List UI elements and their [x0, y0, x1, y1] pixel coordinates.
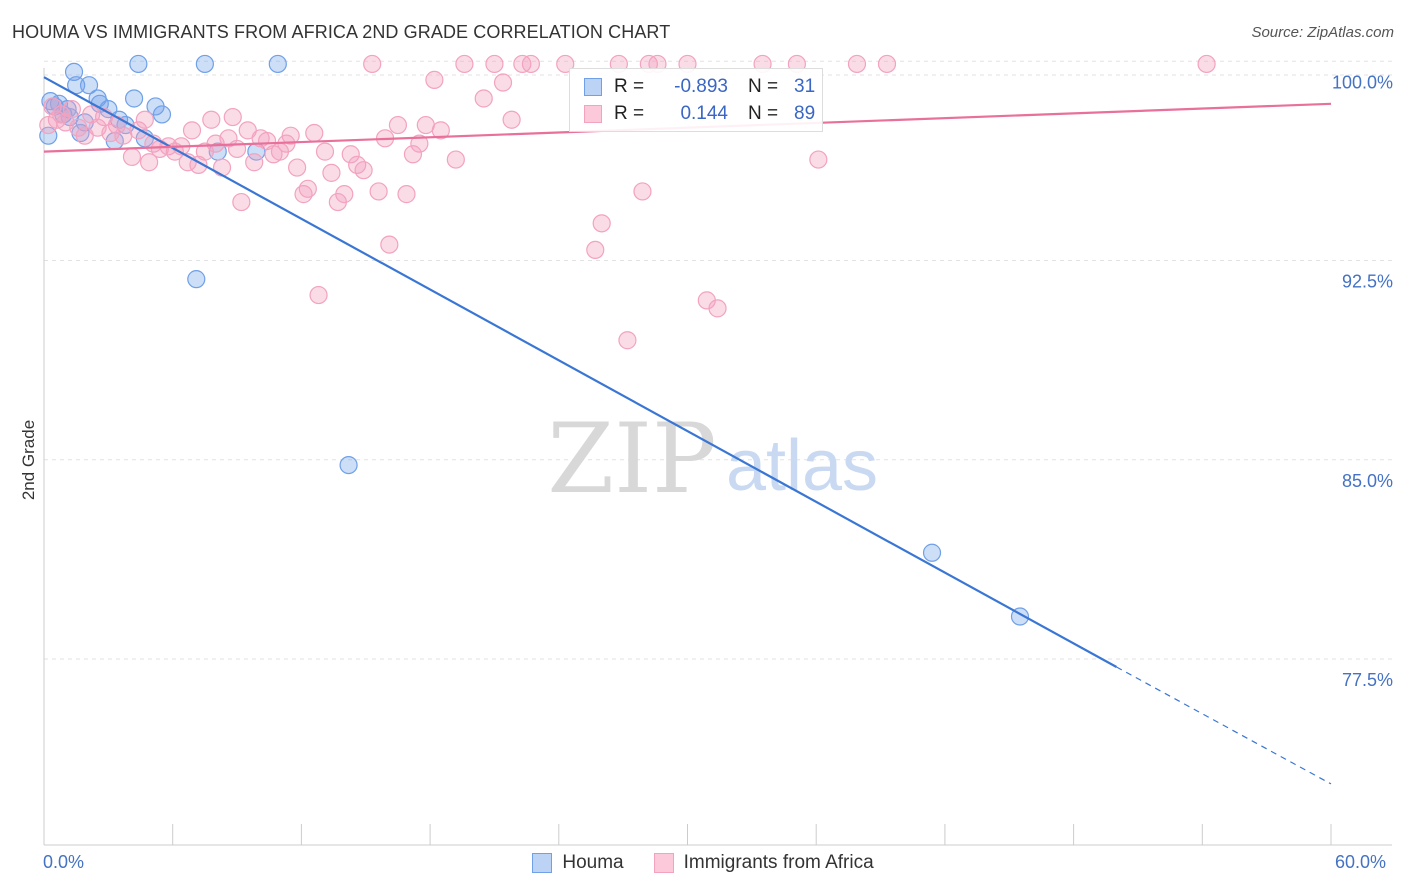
- series-legend-africa: Immigrants from Africa: [653, 852, 874, 874]
- x-tick-label-max: 60.0%: [1335, 852, 1387, 872]
- houma-point-16: [129, 54, 148, 74]
- africa-point-67: [474, 89, 493, 108]
- africa-point-69: [493, 73, 513, 92]
- africa-point-44: [298, 179, 317, 198]
- africa-point-29: [212, 158, 232, 177]
- africa-point-14: [122, 147, 142, 167]
- africa-point-61: [410, 134, 429, 153]
- africa-point-83: [708, 299, 727, 318]
- africa-point-57: [380, 235, 399, 254]
- africa-point-33: [232, 192, 251, 212]
- africa-point-88: [877, 54, 897, 74]
- africa-point-24: [182, 121, 202, 140]
- trend-lines: [43, 76, 1332, 785]
- africa-point-46: [309, 285, 328, 305]
- axes: [43, 68, 1392, 846]
- chart-source: Source: ZipAtlas.com: [1251, 24, 1394, 41]
- africa-point-35: [245, 153, 264, 172]
- africa-point-89: [1197, 54, 1216, 74]
- africa-point-50: [335, 185, 354, 204]
- africa-point-64: [431, 121, 450, 140]
- houma-point-5: [64, 62, 84, 82]
- africa-point-5: [62, 100, 81, 119]
- y-tick-label-2: 85.0%: [1342, 471, 1393, 491]
- legend-swatch-houma: [584, 78, 602, 96]
- africa-point-55: [369, 182, 388, 201]
- africa-point-32: [227, 139, 247, 159]
- houma-point-15: [124, 89, 144, 108]
- africa-point-42: [288, 158, 307, 177]
- africa-point-78: [633, 182, 652, 201]
- africa-point-58: [388, 115, 408, 135]
- watermark: ZIP atlas: [547, 403, 878, 515]
- houma-point-9: [79, 76, 99, 95]
- legend-r-value-houma: -0.893: [674, 76, 728, 97]
- africa-point-75: [592, 214, 611, 233]
- africa-point-68: [485, 54, 504, 74]
- correlation-legend: R = -0.893 N = 31 R = 0.144 N = 89: [569, 68, 823, 132]
- series-name-houma: Houma: [562, 852, 624, 873]
- legend-swatch-africa: [584, 105, 602, 123]
- legend-n-value-africa: 89: [794, 103, 816, 124]
- houma-point-26: [922, 543, 942, 562]
- africa-point-77: [618, 331, 637, 350]
- legend-n-value-houma: 31: [794, 76, 816, 97]
- gridlines: [44, 60, 1392, 660]
- africa-point-65: [446, 150, 465, 169]
- africa-point-16: [135, 110, 154, 129]
- chart-title: HOUMA VS IMMIGRANTS FROM AFRICA 2ND GRAD…: [12, 22, 671, 42]
- africa-point-60: [403, 145, 423, 164]
- africa-point-63: [425, 70, 444, 89]
- africa-point-66: [455, 54, 474, 74]
- legend-row-houma: R = -0.893 N = 31: [584, 74, 815, 100]
- africa-point-51: [341, 145, 360, 164]
- africa-point-72: [521, 54, 541, 74]
- legend-n-label: N =: [748, 76, 779, 97]
- africa-point-27: [202, 110, 221, 129]
- x-tick-label-min: 0.0%: [43, 852, 85, 872]
- houma-point-24: [268, 54, 287, 74]
- legend-row-africa: R = 0.144 N = 89: [584, 101, 815, 127]
- africa-point-31: [223, 107, 242, 127]
- africa-point-17: [140, 153, 159, 172]
- africa-point-86: [809, 150, 828, 169]
- series-swatch-houma: [532, 853, 553, 873]
- series-legend-houma: Houma: [532, 852, 624, 874]
- africa-point-59: [397, 185, 416, 204]
- series-swatch-africa: [653, 853, 674, 873]
- y-tick-label-0: 100.0%: [1332, 72, 1393, 92]
- africa-point-47: [315, 142, 335, 161]
- africa-point-45: [305, 123, 324, 143]
- y-tick-label-1: 92.5%: [1342, 272, 1393, 292]
- houma-point-25: [339, 455, 358, 475]
- africa-point-70: [502, 110, 521, 129]
- africa-point-87: [847, 54, 867, 74]
- africa-point-53: [354, 161, 373, 180]
- africa-point-74: [586, 240, 605, 260]
- legend-r-label: R =: [614, 103, 645, 124]
- houma-point-0: [39, 126, 58, 145]
- y-tick-label-3: 77.5%: [1342, 670, 1393, 690]
- legend-r-value-africa: 0.144: [680, 103, 728, 124]
- legend-n-label: N =: [748, 103, 779, 124]
- series-name-africa: Immigrants from Africa: [683, 852, 874, 873]
- houma-point-21: [195, 54, 214, 74]
- houma-point-20: [187, 270, 206, 289]
- africa-point-54: [363, 54, 382, 74]
- africa-point-48: [322, 163, 341, 182]
- houma-trend-line: [43, 76, 1118, 668]
- data-points: [39, 54, 1216, 626]
- series-legend: Houma Immigrants from Africa: [0, 852, 1406, 874]
- houma-point-19: [152, 105, 172, 124]
- houma-trend-extension: [1116, 666, 1332, 785]
- legend-r-label: R =: [614, 76, 645, 97]
- africa-point-41: [281, 126, 300, 145]
- watermark-zip: ZIP: [547, 403, 716, 515]
- y-tick-labels: 100.0% 92.5% 85.0% 77.5%: [1332, 72, 1393, 690]
